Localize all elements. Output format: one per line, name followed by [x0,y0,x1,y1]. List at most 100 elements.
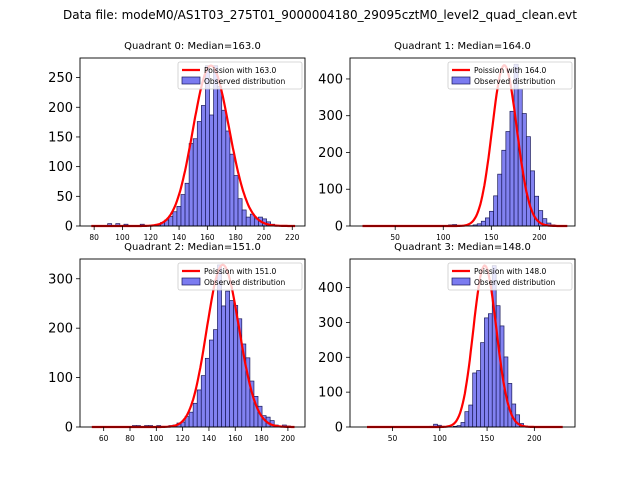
histogram-bar [200,375,206,428]
histogram-bar [472,372,477,428]
figure-suptitle: Data file: modeM0/AS1T03_275T01_90000041… [63,8,577,22]
legend-entry-label: Poission with 163.0 [204,66,277,75]
x-tick-label: 150 [480,434,495,443]
x-tick-label: 100 [115,233,130,242]
x-tick-label: 180 [228,233,243,242]
x-tick-label: 80 [125,434,135,443]
y-tick-label: 0 [65,421,73,436]
y-tick-label: 0 [335,421,343,436]
histogram-bar [485,217,490,227]
histogram-bar [480,220,486,227]
x-tick-label: 220 [285,233,300,242]
histogram-bar [487,313,493,428]
x-tick-label: 120 [144,233,159,242]
x-tick-label: 100 [149,434,164,443]
subplot-quadrant-3: Quadrant 3: Median=148.0 0 100 200 300 400 50 1… [318,242,576,443]
legend: Poission with 163.0 Observed distribution [177,61,303,90]
x-tick-label: 200 [281,434,296,443]
histogram-bar [213,65,219,227]
histogram-bar [192,138,198,227]
legend-entry-label: Poission with 164.0 [474,66,547,75]
y-tick-label: 200 [48,322,73,337]
y-tick-label: 300 [318,316,343,331]
subplot-title: Quadrant 3: Median=148.0 [394,242,531,253]
histogram-bar [229,153,235,227]
y-tick-label: 250 [48,71,73,86]
axes-frame [79,57,306,227]
histogram-bar [188,143,194,227]
histogram-bar [225,290,230,428]
x-tick-label: 140 [202,434,217,443]
histogram-bar [468,404,474,428]
histogram-bar [505,131,511,227]
legend: Poission with 164.0 Observed distribution [447,61,573,90]
subplot-title: Quadrant 0: Median=163.0 [124,41,261,52]
histogram-bar [233,175,239,227]
y-tick-label: 200 [48,101,73,116]
y-tick-label: 0 [335,220,343,235]
legend-box [447,262,573,291]
subplot-title: Quadrant 1: Median=164.0 [394,41,531,52]
x-tick-label: 80 [89,233,99,242]
y-tick-label: 100 [48,160,73,175]
histogram-bar [192,402,198,428]
y-tick-label: 400 [318,72,343,87]
legend-entry-label: Observed distribution [204,278,285,287]
y-tick-label: 300 [318,109,343,124]
histogram-bar [172,211,178,227]
histogram-bar [525,136,531,227]
histogram-bar [476,370,481,428]
y-tick-label: 50 [56,190,73,205]
histogram-bar [233,305,239,428]
y-tick-label: 150 [48,130,73,145]
histogram-bar [221,305,226,428]
axes-frame [349,258,576,428]
legend: Poission with 151.0 Observed distribution [177,262,303,291]
histogram-bar [196,389,202,428]
x-tick-label: 200 [527,434,542,443]
y-tick-label: 200 [318,146,343,161]
histogram-bar [497,173,503,227]
histogram-bar [484,317,489,428]
x-tick-label: 200 [532,233,547,242]
y-tick-label: 200 [318,351,343,366]
x-tick-label: 150 [484,233,499,242]
y-tick-label: 0 [65,220,73,235]
histogram-bar [184,182,190,227]
histogram-bar [213,329,218,428]
histogram-bar [245,216,251,227]
x-tick-label: 140 [172,233,187,242]
histogram-bar [196,121,202,227]
histogram-bar [209,114,214,227]
histogram-bar [225,130,231,227]
subplot-title: Quadrant 2: Median=151.0 [124,242,261,253]
histogram-bar [493,195,499,227]
x-tick-label: 180 [254,434,269,443]
x-tick-label: 160 [200,233,215,242]
axes-frame [79,258,306,428]
histogram-bar [188,411,194,428]
histogram-bar [530,170,535,227]
legend-box [177,61,303,90]
histogram-bar [217,86,223,227]
legend-box [177,262,303,291]
x-tick-label: 160 [228,434,243,443]
y-tick-label: 400 [318,281,343,296]
legend-entry-label: Poission with 148.0 [474,267,547,276]
x-tick-label: 100 [433,434,448,443]
x-tick-label: 50 [388,434,398,443]
legend-entry-label: Observed distribution [474,77,555,86]
histogram-bar [464,411,470,428]
histogram-bar [460,422,466,428]
axes-frame [349,57,576,227]
histogram-bar [237,198,243,227]
histogram-bar [480,342,485,428]
y-tick-label: 100 [318,386,343,401]
histogram-bar [509,110,515,227]
histogram-bar [229,300,235,428]
x-tick-label: 50 [390,233,400,242]
x-tick-label: 100 [436,233,451,242]
legend-bar-swatch [451,76,471,85]
histogram-bar [489,210,494,227]
